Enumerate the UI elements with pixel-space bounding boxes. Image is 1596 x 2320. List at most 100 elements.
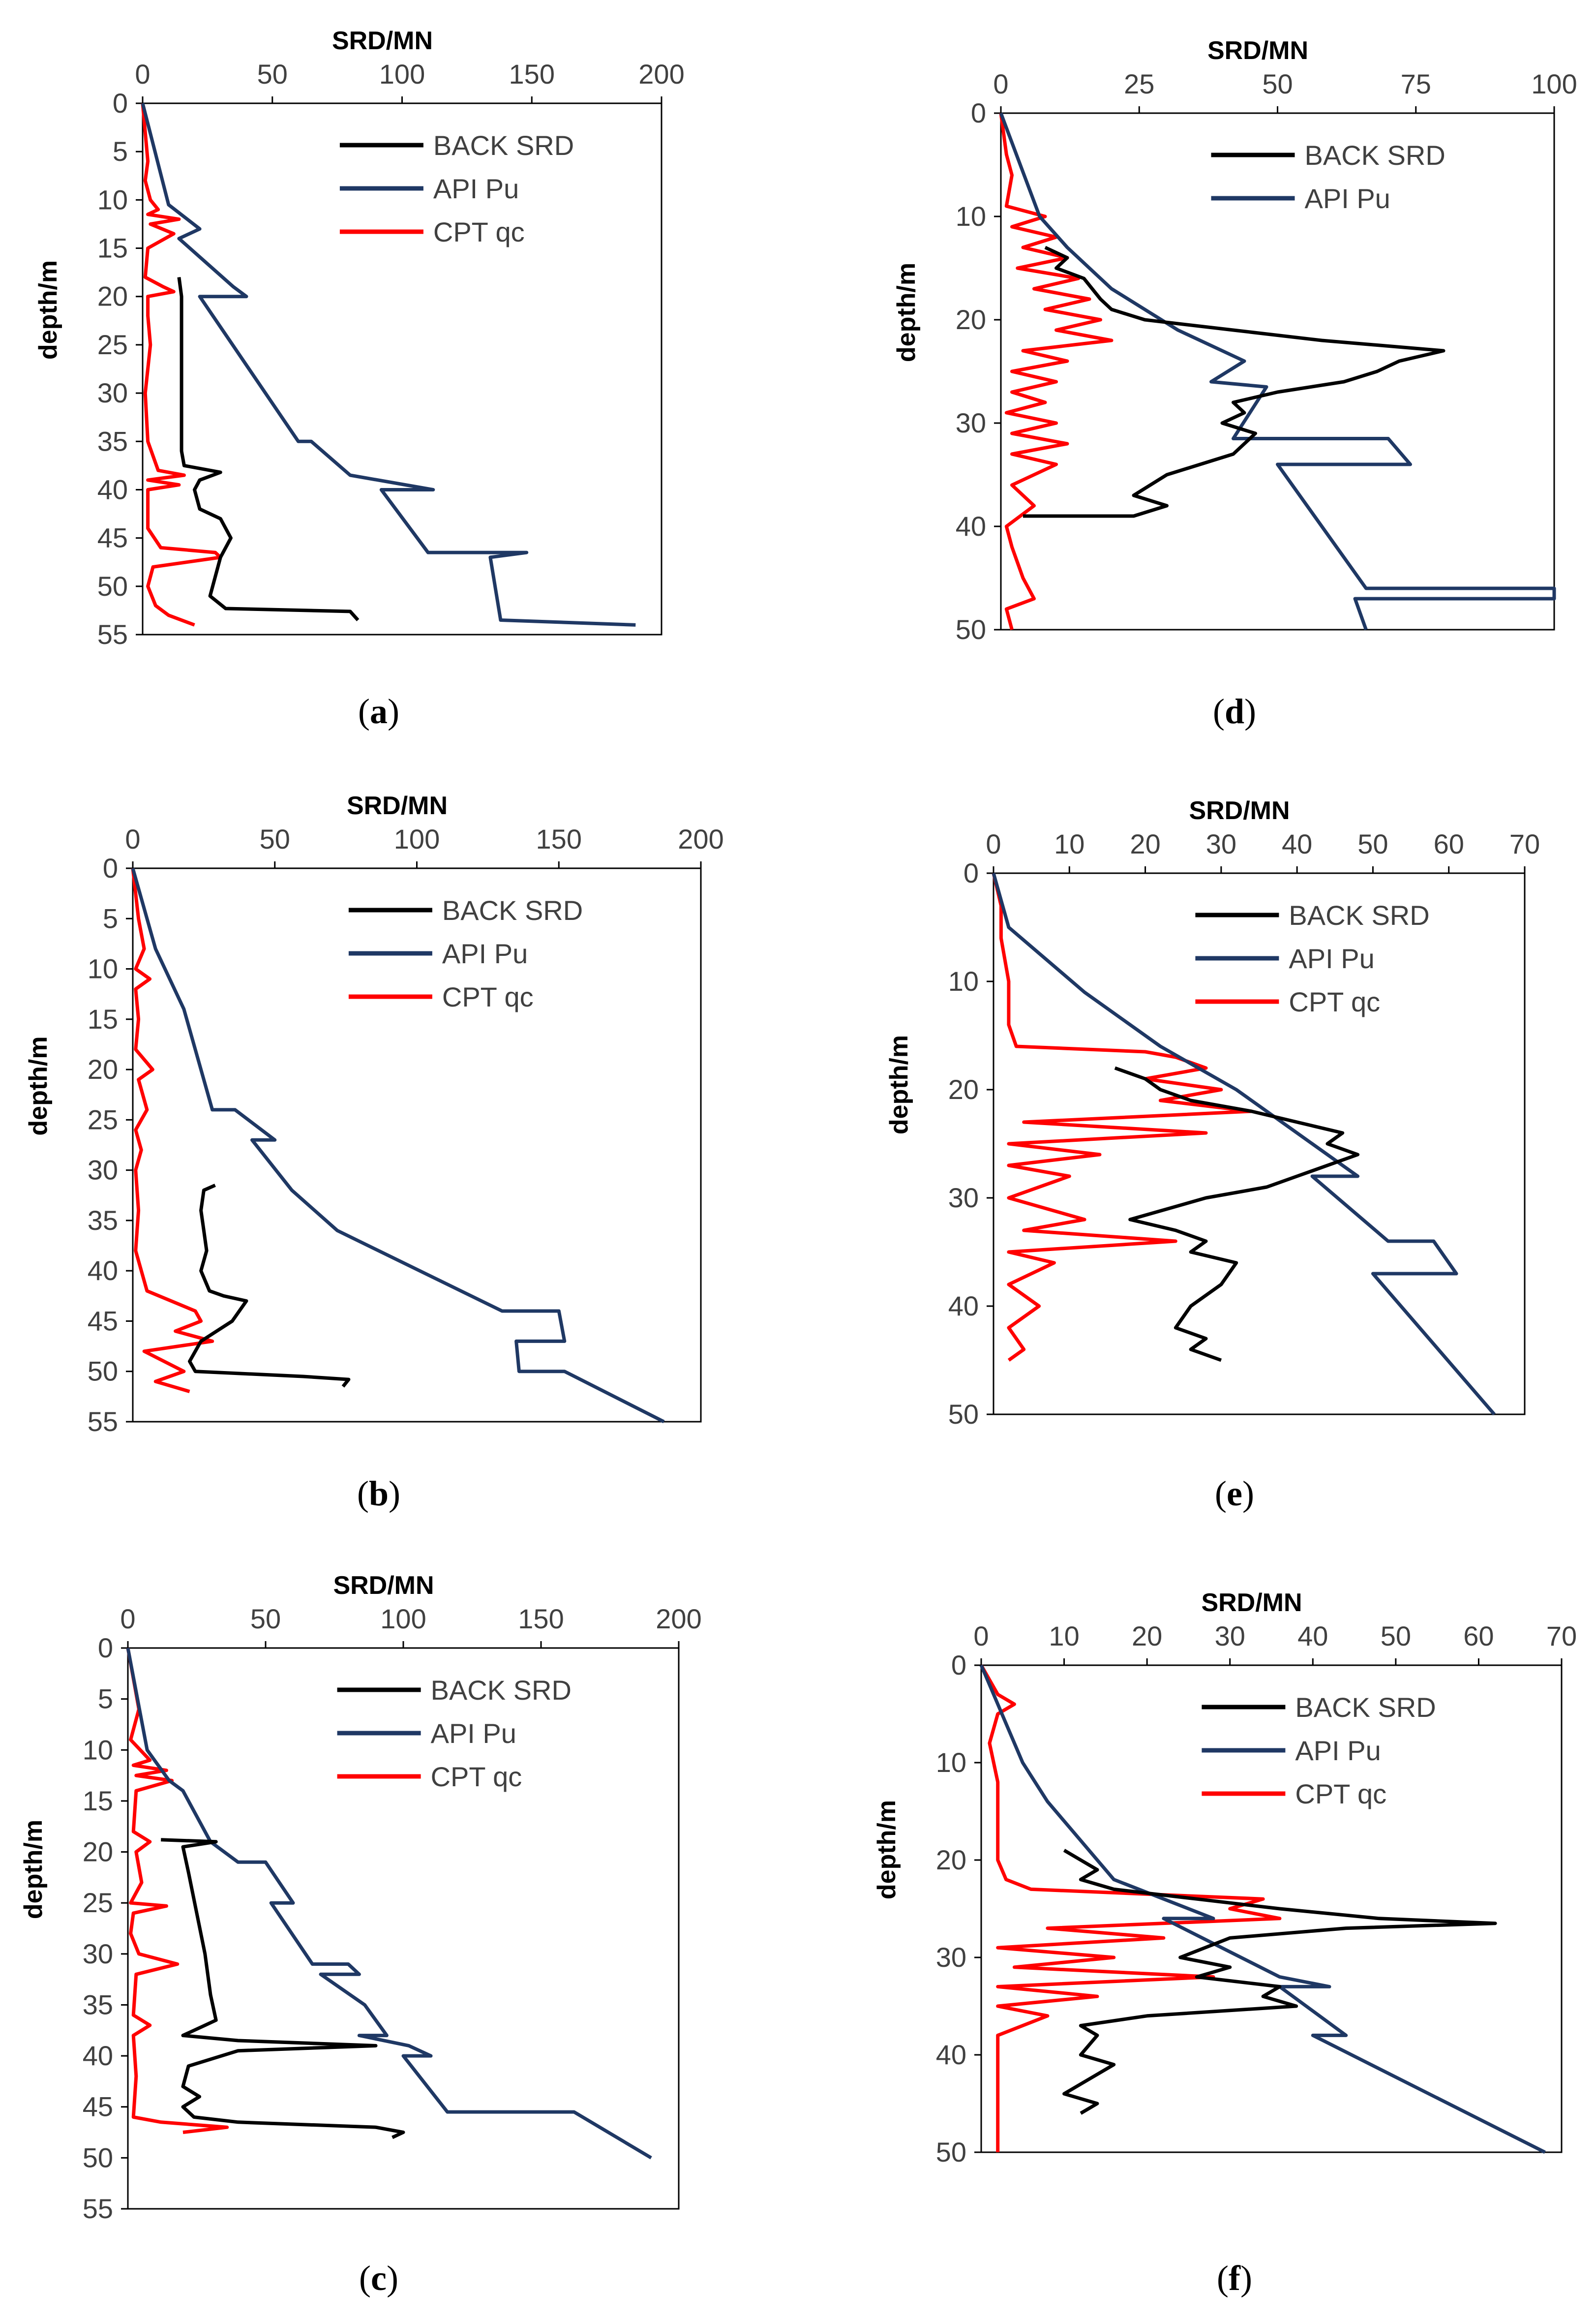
chart-f: 0 10 20 30 40 50 60 70 0 10 20 30 40 50 SRD/MN depth/m B… bbox=[873, 1588, 1577, 2298]
x-tick-label: 0 bbox=[986, 828, 1001, 859]
legend-label: CPT qc bbox=[442, 981, 534, 1012]
series-line-back-srd bbox=[161, 1838, 405, 2139]
y-tick-label: 10 bbox=[948, 966, 979, 997]
series-line-cpt-qc bbox=[131, 868, 214, 1393]
legend-label: API Pu bbox=[1305, 183, 1390, 214]
y-tick-label: 30 bbox=[83, 1938, 113, 1969]
legend-label: CPT qc bbox=[433, 216, 525, 247]
series-line-back-srd bbox=[1023, 245, 1445, 518]
x-tick-label: 150 bbox=[518, 1603, 564, 1634]
y-axis-title: depth/m bbox=[885, 1035, 913, 1134]
x-tick-label: 60 bbox=[1434, 828, 1464, 859]
legend-label: API Pu bbox=[1295, 1735, 1381, 1766]
x-tick-label: 30 bbox=[1206, 828, 1236, 859]
panel-caption: (e) bbox=[1215, 1474, 1254, 1513]
y-tick-label: 20 bbox=[88, 1054, 118, 1085]
x-tick-label: 100 bbox=[1531, 68, 1577, 99]
x-tick-label: 10 bbox=[1049, 1620, 1079, 1651]
x-tick-label: 20 bbox=[1130, 828, 1160, 859]
series-line-back-srd bbox=[1114, 1066, 1360, 1362]
y-tick-label: 20 bbox=[97, 281, 128, 312]
x-axis-title: SRD/MN bbox=[1207, 36, 1308, 65]
y-axis-title: depth/m bbox=[892, 263, 921, 362]
y-tick-label: 35 bbox=[88, 1205, 118, 1236]
x-tick-label: 50 bbox=[1262, 68, 1293, 99]
x-tick-label: 150 bbox=[536, 824, 582, 855]
series-line-api-pu bbox=[979, 1664, 1546, 2154]
y-tick-label: 55 bbox=[97, 619, 128, 650]
x-tick-label: 200 bbox=[638, 59, 684, 90]
y-axis-title: depth/m bbox=[873, 1800, 901, 1899]
panel-caption: (f) bbox=[1217, 2259, 1252, 2298]
plot-frame bbox=[993, 872, 1526, 1415]
y-tick-label: 10 bbox=[88, 953, 118, 984]
y-tick-label: 50 bbox=[948, 1399, 979, 1430]
y-tick-label: 35 bbox=[83, 1989, 113, 2020]
y-tick-label: 20 bbox=[956, 304, 986, 335]
series-line-cpt-qc bbox=[141, 103, 222, 627]
y-tick-label: 50 bbox=[97, 571, 128, 602]
x-axis-title: SRD/MN bbox=[1189, 796, 1290, 825]
x-tick-label: 150 bbox=[509, 59, 555, 90]
chart-d: 0 25 50 75 100 0 10 20 30 40 50 SRD/MN depth/m BACK S… bbox=[892, 36, 1577, 731]
x-tick-label: 10 bbox=[1054, 828, 1084, 859]
x-tick-label: 0 bbox=[993, 68, 1008, 99]
y-tick-label: 10 bbox=[83, 1734, 113, 1765]
y-tick-label: 50 bbox=[83, 2142, 113, 2173]
y-tick-label: 40 bbox=[97, 474, 128, 505]
x-tick-label: 50 bbox=[250, 1603, 281, 1634]
series-line-api-pu bbox=[126, 1648, 652, 2160]
x-tick-label: 50 bbox=[1381, 1620, 1411, 1651]
x-tick-label: 75 bbox=[1401, 68, 1431, 99]
y-tick-label: 30 bbox=[956, 407, 986, 438]
y-tick-label: 0 bbox=[103, 853, 118, 884]
x-tick-label: 100 bbox=[394, 824, 440, 855]
x-tick-label: 20 bbox=[1132, 1620, 1162, 1651]
y-tick-label: 55 bbox=[83, 2193, 113, 2224]
y-axis-title: depth/m bbox=[19, 1820, 48, 1919]
chart-c: 0 50 100 150 200 0 5 10 15 20 25 30 35 40 45 50 55 SRD/MN… bbox=[19, 1571, 702, 2298]
y-axis-title: depth/m bbox=[24, 1036, 53, 1135]
legend-label: API Pu bbox=[1289, 943, 1374, 974]
x-tick-label: 40 bbox=[1297, 1620, 1328, 1651]
x-tick-label: 100 bbox=[380, 1603, 426, 1634]
x-axis-title: SRD/MN bbox=[347, 792, 448, 820]
y-tick-label: 30 bbox=[948, 1182, 979, 1213]
chart-b: 0 50 100 150 200 0 5 10 15 20 25 30 35 40 45 50 55 SRD/MN… bbox=[24, 792, 724, 1513]
y-tick-label: 15 bbox=[88, 1004, 118, 1035]
y-tick-label: 15 bbox=[83, 1785, 113, 1816]
y-tick-label: 35 bbox=[97, 426, 128, 457]
y-tick-label: 30 bbox=[97, 377, 128, 408]
panel-caption: (a) bbox=[358, 692, 399, 731]
y-tick-label: 0 bbox=[113, 88, 128, 119]
y-tick-label: 25 bbox=[88, 1104, 118, 1135]
y-tick-label: 45 bbox=[88, 1305, 118, 1336]
x-tick-label: 200 bbox=[678, 824, 723, 855]
series-line-cpt-qc bbox=[979, 1664, 1282, 2152]
series-line-cpt-qc bbox=[999, 113, 1114, 630]
x-tick-label: 70 bbox=[1509, 828, 1540, 859]
x-tick-label: 30 bbox=[1215, 1620, 1245, 1651]
x-tick-label: 50 bbox=[257, 59, 288, 90]
x-tick-label: 60 bbox=[1463, 1620, 1494, 1651]
x-tick-label: 0 bbox=[135, 59, 150, 90]
legend-label: API Pu bbox=[442, 938, 528, 969]
series-line-api-pu bbox=[131, 868, 665, 1424]
x-tick-label: 70 bbox=[1546, 1620, 1577, 1651]
y-tick-label: 5 bbox=[113, 136, 128, 167]
chart-e: 0 10 20 30 40 50 60 70 0 10 20 30 40 50 SRD/MN depth/m B… bbox=[885, 796, 1540, 1513]
plot-frame bbox=[1000, 112, 1555, 631]
y-tick-label: 55 bbox=[88, 1406, 118, 1437]
x-tick-label: 200 bbox=[656, 1603, 701, 1634]
legend-label: BACK SRD bbox=[433, 130, 574, 161]
legend-label: CPT qc bbox=[1289, 986, 1380, 1017]
x-tick-label: 40 bbox=[1282, 828, 1312, 859]
y-tick-label: 15 bbox=[97, 233, 128, 264]
series-line-cpt-qc bbox=[126, 1648, 229, 2134]
series-line-api-pu bbox=[999, 112, 1556, 631]
legend-label: CPT qc bbox=[1295, 1778, 1386, 1809]
y-tick-label: 40 bbox=[83, 2040, 113, 2071]
y-tick-label: 0 bbox=[951, 1649, 966, 1680]
series-line-back-srd bbox=[1062, 1849, 1497, 2115]
